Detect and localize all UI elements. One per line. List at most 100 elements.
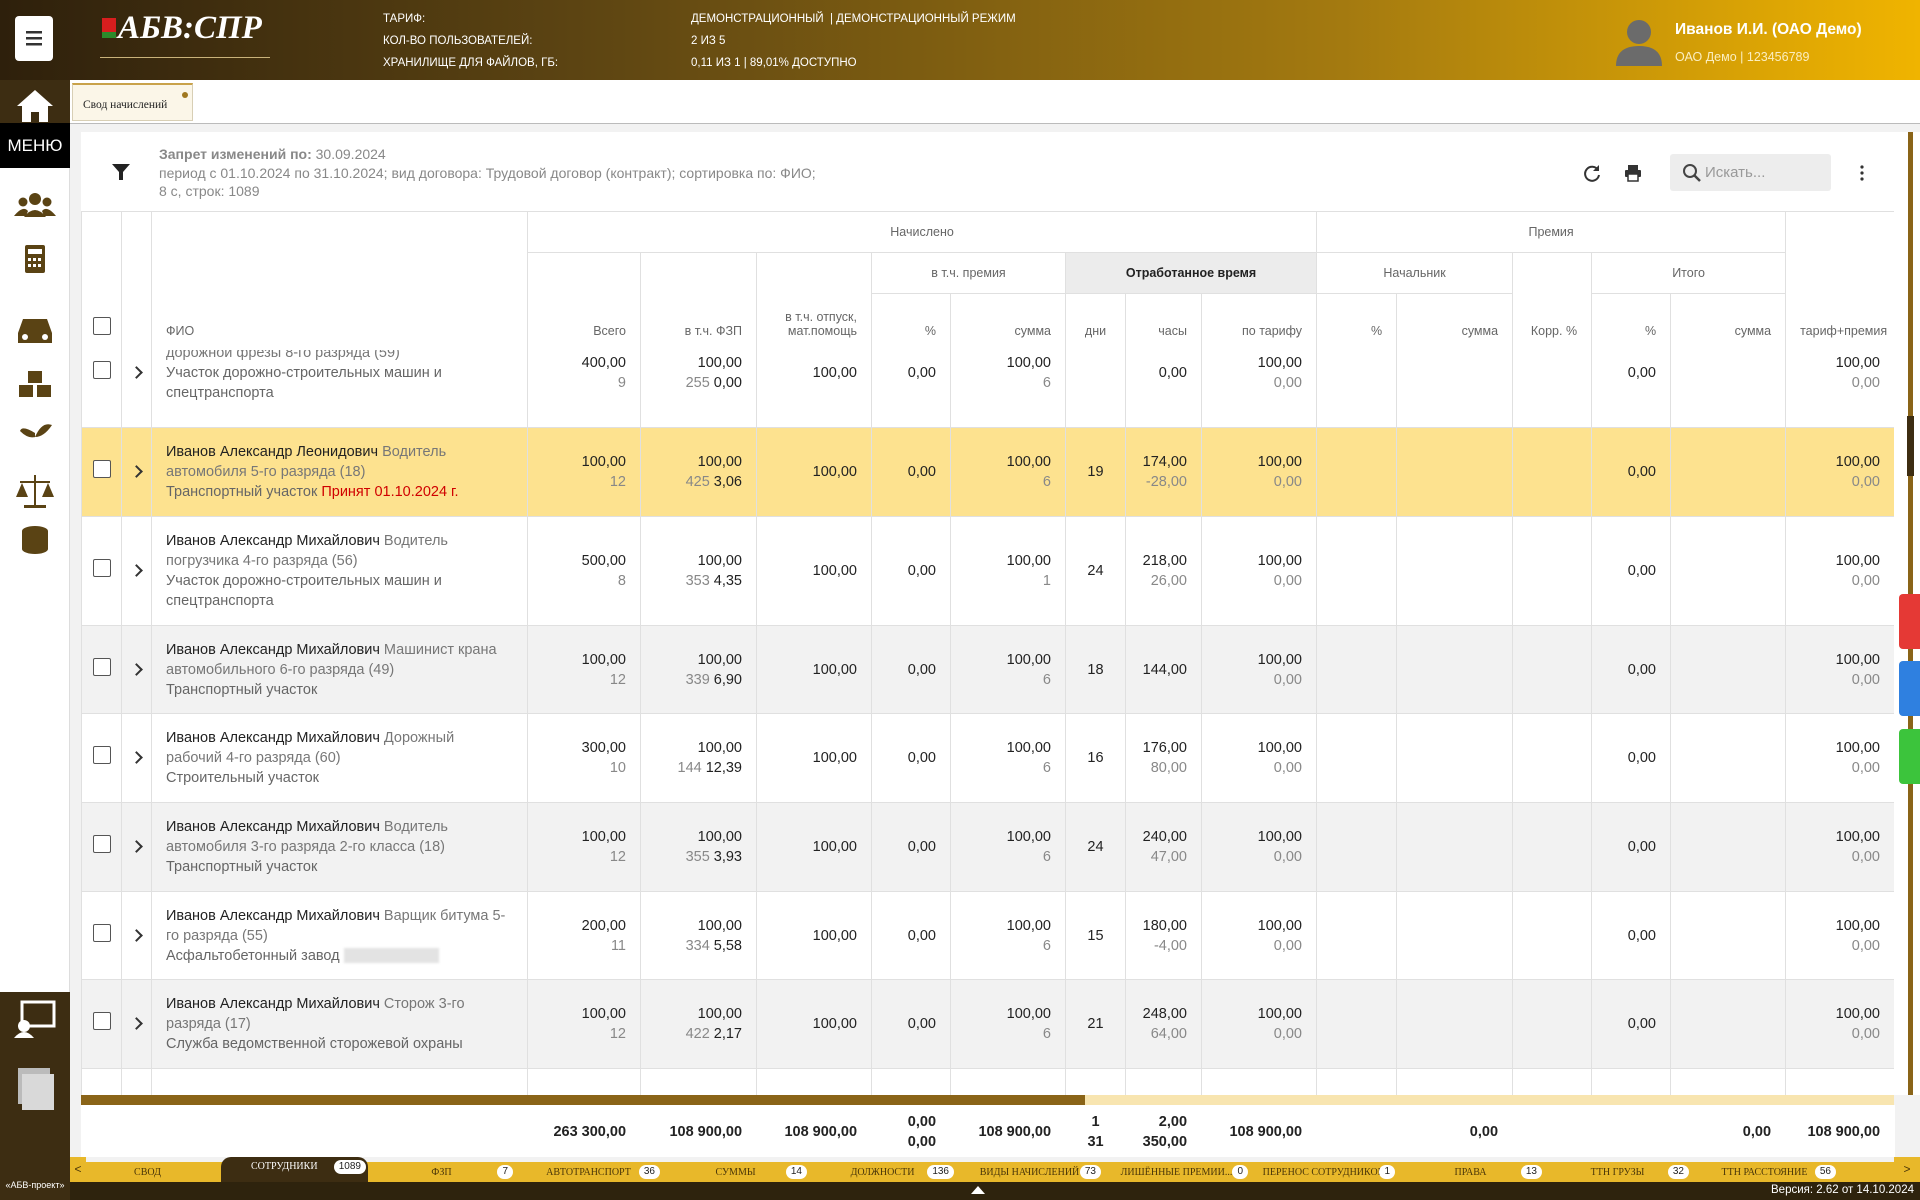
bottom-tab[interactable]: ДОЛЖНОСТИ 136 [809, 1162, 956, 1182]
more-icon[interactable] [1857, 164, 1867, 182]
total-cell: 108 900,00 [756, 1105, 873, 1158]
user-name[interactable]: Иванов И.И. (ОАО Демо) [1675, 21, 1862, 38]
sub-value: 8 [617, 573, 626, 589]
checkbox[interactable] [92, 317, 111, 335]
side-tab-blue[interactable] [1899, 661, 1920, 716]
checkbox[interactable] [92, 923, 111, 942]
sub-value: 9 [617, 375, 626, 391]
bottom-tab[interactable]: СОТРУДНИКИ 1089 [221, 1157, 368, 1182]
tab[interactable]: Свод начислений [72, 83, 193, 121]
cell: 18 [1065, 625, 1126, 714]
expand-arrow[interactable] [130, 465, 143, 478]
department: Транспортный участок [166, 484, 318, 500]
checkbox[interactable] [92, 1012, 111, 1030]
sub-value: 0,00 [1851, 573, 1880, 589]
tab-bar: Свод начислений [70, 80, 1920, 124]
filter-text: Запрет изменений по: 30.09.2024 период с… [159, 145, 816, 201]
cell: 100,00 6 [950, 802, 1066, 892]
bottom-tab[interactable]: АВТОТРАНСПОРТ 36 [515, 1162, 662, 1182]
table-row[interactable]: дорожной фрезы 8-го разряда (59) Участок … [81, 350, 1894, 428]
value: 100,00 [812, 750, 857, 766]
checkbox[interactable] [92, 361, 111, 379]
tab-dot [182, 92, 188, 98]
home-icon[interactable] [15, 86, 55, 124]
expand-arrow[interactable] [130, 662, 143, 676]
header-table: ФИО Начислено Премия тариф+премия Всего в т.ч… [81, 211, 1896, 351]
side-tab-red[interactable] [1899, 594, 1920, 649]
expand-arrow[interactable] [130, 751, 143, 764]
table-row[interactable]: Иванов Александр Михайлович Водитель пог… [81, 516, 1894, 626]
h-scrollbar[interactable] [81, 1095, 1894, 1105]
expand-arrow[interactable] [130, 1017, 143, 1030]
cell: 300,00 10 [527, 713, 641, 803]
table-row[interactable]: Иванов Александр Михайлович Сторож 3-го … [81, 979, 1894, 1069]
bottom-tab[interactable]: СВОД [74, 1162, 221, 1182]
expand-icon[interactable] [970, 1185, 986, 1195]
bottom-tab[interactable]: ПРАВА 13 [1397, 1162, 1544, 1182]
tabs-right-button[interactable]: > [1894, 1157, 1920, 1182]
table-row[interactable]: Иванов Александр Михайлович Машинист кра… [81, 625, 1894, 714]
cell: 100,00 6 [950, 891, 1066, 980]
cell: 15 [1065, 891, 1126, 980]
cell [81, 516, 122, 626]
bottom-tab[interactable]: ФЗП 7 [368, 1162, 515, 1182]
checkbox[interactable] [92, 657, 111, 676]
value: 100,00 [1006, 553, 1051, 569]
group-header: Отработанное время [1064, 252, 1318, 294]
table-row[interactable]: Иванов Александр Михайлович Варщик битум… [81, 891, 1894, 980]
tab-label: СОТРУДНИКИ [251, 1161, 318, 1172]
print-icon[interactable] [1624, 164, 1642, 182]
table-row[interactable]: Иванов Александр Леонидович Водитель авт… [81, 427, 1894, 517]
expand-arrow[interactable] [130, 366, 143, 379]
value: 100,00 [581, 1006, 626, 1022]
tabs-left-button[interactable]: < [70, 1157, 86, 1182]
side-tab-green[interactable] [1899, 729, 1920, 784]
bottom-tab[interactable]: ЛИШЁННЫЕ ПРЕМИИ... 0 [1103, 1162, 1250, 1182]
expand-arrow[interactable] [130, 840, 143, 853]
tab-count: 56 [1814, 1165, 1836, 1179]
bottom-tab[interactable]: ПЕРЕНОС СОТРУДНИКОВ 1 [1250, 1162, 1397, 1182]
sub-value: 1 [1042, 573, 1051, 589]
refresh-icon[interactable] [1583, 164, 1601, 182]
expand-arrow[interactable] [130, 564, 143, 577]
bottom-tab[interactable]: СУММЫ 14 [662, 1162, 809, 1182]
column-header: % [871, 293, 951, 351]
table-row[interactable]: Иванов Александр Михайлович Водитель [81, 1068, 1894, 1095]
status: Принят 01.10.2024 г. [321, 484, 459, 500]
expand-arrow[interactable] [130, 928, 143, 942]
sub-value: -4,00 [1153, 937, 1187, 954]
info-label: ХРАНИЛИЩЕ ДЛЯ ФАЙЛОВ, ГБ: [383, 57, 559, 69]
cell [121, 713, 152, 803]
cell [1396, 625, 1513, 714]
total-cell [1316, 1105, 1398, 1158]
table-row[interactable]: Иванов Александр Михайлович Водитель авт… [81, 802, 1894, 892]
sub-value: 0,00 [1273, 760, 1302, 776]
table-row[interactable]: Иванов Александр Михайлович Дорожный раб… [81, 713, 1894, 803]
sidebar-bottom-icons [14, 1000, 56, 1110]
value: 100,00 [697, 917, 742, 934]
menu-button[interactable] [15, 16, 53, 61]
bottom-tab[interactable]: ВИДЫ НАЧИСЛЕНИЙ 73 [956, 1162, 1103, 1182]
cell: 100,00 0,00 [1201, 516, 1317, 626]
checkbox[interactable] [92, 746, 111, 764]
v-scroll-thumb[interactable] [1907, 416, 1914, 476]
h-scroll-thumb[interactable] [81, 1095, 1085, 1105]
menu-label[interactable]: МЕНЮ [0, 123, 70, 168]
bottom-tab[interactable]: ТТН РАССТОЯНИЕ 56 [1691, 1162, 1838, 1182]
cell: 100,00 12 [527, 979, 641, 1069]
bottom-tab[interactable]: ТТН ГРУЗЫ 32 [1544, 1162, 1691, 1182]
search-box[interactable]: Искать... [1670, 154, 1831, 191]
cell [1316, 891, 1397, 980]
employee-name: Иванов Александр Михайлович [166, 730, 380, 746]
position: Машинист крана автомобильного 6-го разря… [166, 641, 497, 678]
filter-icon[interactable] [111, 162, 131, 182]
value-line: 353 4,35 [655, 571, 742, 591]
checkbox[interactable] [92, 559, 111, 577]
value: 144,00 [1142, 661, 1187, 678]
tab-count: 14 [785, 1165, 807, 1179]
checkbox[interactable] [92, 460, 111, 478]
value: 180,00 [1142, 917, 1187, 934]
value: 300,00 [581, 740, 626, 756]
checkbox[interactable] [92, 835, 111, 853]
fio-cell: Иванов Александр Михайлович Машинист кра… [151, 625, 528, 714]
